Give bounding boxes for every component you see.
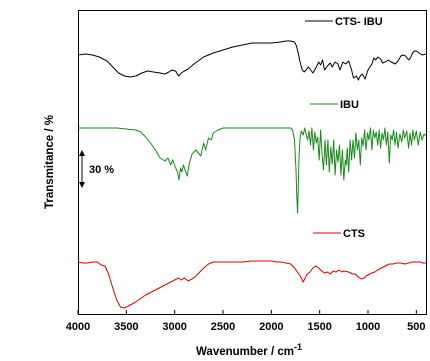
- x-tick-label-1000: 1000: [356, 321, 380, 333]
- legend-label-ibu: IBU: [340, 99, 359, 111]
- x-axis-ticks: 4000 3500 3000 2500 2000 1500 1000 500: [66, 310, 426, 333]
- legend-cts-ibu: CTS- IBU: [305, 16, 383, 28]
- scale-bar-arrow-down: [79, 182, 85, 188]
- x-tick-label-3000: 3000: [162, 321, 186, 333]
- legend-cts: CTS: [313, 228, 365, 240]
- plot-frame: [78, 10, 427, 315]
- y-axis-title: Transmitance / %: [44, 115, 56, 209]
- scale-bar-label: 30 %: [89, 164, 114, 176]
- legend-label-cts: CTS: [343, 228, 365, 240]
- x-tick-label-500: 500: [407, 321, 425, 333]
- x-tick-label-3500: 3500: [114, 321, 138, 333]
- x-tick-label-2500: 2500: [211, 321, 235, 333]
- legend-ibu: IBU: [310, 99, 359, 111]
- series-layer: [77, 40, 427, 309]
- series-line-cts: [77, 260, 426, 309]
- x-tick-label-1500: 1500: [307, 321, 331, 333]
- legend-label-cts-ibu: CTS- IBU: [335, 16, 383, 28]
- x-tick-label-2000: 2000: [259, 321, 283, 333]
- scale-bar-arrow-up: [79, 150, 85, 156]
- x-tick-label-4000: 4000: [66, 321, 90, 333]
- scale-bar: 30 %: [79, 150, 114, 188]
- series-line-ibu: [78, 127, 427, 214]
- x-axis-title: Wavenumber / cm-1: [196, 342, 302, 358]
- series-line-cts-ibu: [77, 40, 427, 81]
- x-axis-title-superscript: -1: [294, 342, 302, 352]
